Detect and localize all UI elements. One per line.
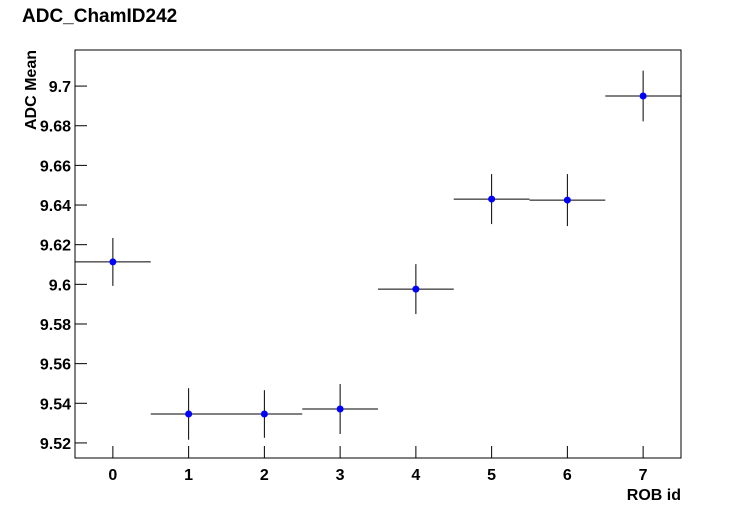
data-point (109, 258, 117, 266)
data-point (336, 405, 344, 413)
y-tick-label: 9.68 (40, 119, 71, 136)
x-tick-label: 1 (184, 467, 193, 484)
data-point (412, 285, 420, 293)
x-tick-label: 0 (108, 467, 117, 484)
plot-frame (74, 49, 682, 459)
chart-title: ADC_ChamID242 (22, 6, 177, 27)
y-tick-label: 9.54 (40, 396, 71, 413)
x-axis-label: ROB id (627, 487, 681, 504)
y-tick-label: 9.66 (40, 158, 71, 175)
y-tick-label: 9.6 (49, 277, 71, 294)
y-tick-label: 9.52 (40, 436, 71, 453)
data-point (260, 410, 268, 418)
y-tick-label: 9.56 (40, 357, 71, 374)
data-point (185, 410, 193, 418)
data-point (639, 92, 647, 100)
x-tick-label: 5 (487, 467, 496, 484)
y-axis-label: ADC Mean (23, 50, 40, 130)
data-point (563, 196, 571, 204)
x-tick-label: 4 (411, 467, 420, 484)
x-tick-label: 3 (336, 467, 345, 484)
data-point (488, 195, 496, 203)
y-tick-label: 9.58 (40, 317, 71, 334)
x-tick-label: 2 (260, 467, 269, 484)
y-tick-label: 9.64 (40, 198, 71, 215)
x-tick-label: 7 (639, 467, 648, 484)
y-tick-label: 9.62 (40, 238, 71, 255)
y-tick-label: 9.7 (49, 79, 71, 96)
x-tick-label: 6 (563, 467, 572, 484)
